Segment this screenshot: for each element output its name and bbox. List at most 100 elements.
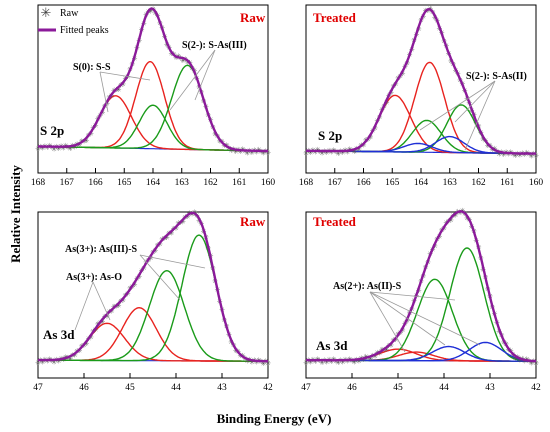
x-tick-label: 46 xyxy=(79,383,89,393)
raw-data-point: ✳ xyxy=(152,247,158,255)
raw-data-point: ✳ xyxy=(485,142,491,150)
raw-data-point: ✳ xyxy=(496,150,502,158)
raw-data-point: ✳ xyxy=(377,350,383,358)
peak-red-0 xyxy=(305,94,537,155)
x-tick-label: 166 xyxy=(356,178,371,188)
legend: ✳ Raw Fitted peaks xyxy=(38,6,109,36)
raw-data-point: ✳ xyxy=(51,145,57,153)
raw-data-point: ✳ xyxy=(173,54,179,62)
raw-data-point: ✳ xyxy=(517,152,523,160)
raw-data-point: ✳ xyxy=(372,353,378,361)
raw-data-point: ✳ xyxy=(356,357,362,365)
fitted-envelope xyxy=(306,210,536,363)
raw-data-point: ✳ xyxy=(517,357,523,365)
raw-data-point: ✳ xyxy=(312,358,318,366)
raw-data-point: ✳ xyxy=(120,297,126,305)
raw-data-point: ✳ xyxy=(400,327,406,335)
raw-data-point: ✳ xyxy=(249,149,255,157)
raw-data-point: ✳ xyxy=(180,57,186,65)
raw-data-point: ✳ xyxy=(254,148,260,156)
x-axis-title: Binding Energy (eV) xyxy=(217,411,332,426)
raw-data-point: ✳ xyxy=(308,149,314,157)
raw-data-point: ✳ xyxy=(185,59,191,67)
panel-s2p-raw: 168 167 166 165 164 163 162 161 160✳✳✳✳✳✳✳✳✳✳✳✳✳… xyxy=(31,4,276,188)
x-tick-label: 162 xyxy=(471,178,486,188)
raw-data-point: ✳ xyxy=(367,355,373,363)
x-tick-label: 160 xyxy=(261,178,276,188)
annotation-as2-s: As(2+): As(II)-S xyxy=(333,281,402,292)
raw-data-point: ✳ xyxy=(384,346,390,354)
raw-data-point: ✳ xyxy=(88,333,94,341)
region-label-s-treated: S 2p xyxy=(318,128,342,143)
x-tick-label: 166 xyxy=(88,178,103,188)
raw-data-point: ✳ xyxy=(480,135,486,143)
raw-data-point: ✳ xyxy=(335,150,341,158)
condition-label-s-treated: Treated xyxy=(313,10,357,25)
x-tick-label: 42 xyxy=(531,383,541,393)
raw-data-point: ✳ xyxy=(260,150,266,158)
raw-data-point: ✳ xyxy=(120,81,126,89)
x-tick-label: 163 xyxy=(175,178,190,188)
x-tick-label: 162 xyxy=(203,178,218,188)
raw-data-point: ✳ xyxy=(60,356,66,364)
raw-data-point: ✳ xyxy=(303,359,309,367)
raw-data-point: ✳ xyxy=(72,352,78,360)
raw-data-point: ✳ xyxy=(56,358,62,366)
raw-data-point: ✳ xyxy=(180,218,186,226)
raw-data-point: ✳ xyxy=(116,302,122,310)
region-label-as-treated: As 3d xyxy=(316,338,348,353)
x-tick-label: 47 xyxy=(301,383,311,393)
raw-data-point: ✳ xyxy=(489,146,495,154)
raw-data-point: ✳ xyxy=(340,358,346,366)
raw-data-point: ✳ xyxy=(148,8,154,16)
raw-data-point: ✳ xyxy=(228,147,234,155)
peak-green-3 xyxy=(38,64,268,152)
raw-data-point: ✳ xyxy=(233,347,239,355)
raw-data-point: ✳ xyxy=(528,152,534,160)
x-tick-label: 164 xyxy=(414,178,429,188)
x-tick-label: 161 xyxy=(500,178,515,188)
x-tick-label: 47 xyxy=(33,383,43,393)
raw-data-point: ✳ xyxy=(104,312,110,320)
raw-data-point: ✳ xyxy=(453,212,459,220)
raw-data-point: ✳ xyxy=(244,358,250,366)
raw-data-point: ✳ xyxy=(244,149,250,157)
raw-data-point: ✳ xyxy=(233,148,239,156)
annotation-leader-lines xyxy=(74,49,496,353)
raw-data-point: ✳ xyxy=(384,99,390,107)
raw-data-point: ✳ xyxy=(340,149,346,157)
region-label-s-raw: S 2p xyxy=(40,123,64,138)
raw-data-point: ✳ xyxy=(361,356,367,364)
raw-data-point: ✳ xyxy=(400,70,406,78)
x-tick-label: 167 xyxy=(60,178,75,188)
legend-fit-label: Fitted peaks xyxy=(60,25,109,36)
x-tick-label: 45 xyxy=(125,383,135,393)
raw-data-point: ✳ xyxy=(265,359,271,367)
fitted-envelope xyxy=(305,7,536,155)
annotation-as3-o: As(3+): As-O xyxy=(66,272,122,283)
raw-data-point: ✳ xyxy=(265,149,271,157)
x-tick-label: 160 xyxy=(529,178,544,188)
legend-raw-marker: ✳ xyxy=(41,6,52,21)
x-tick-label: 168 xyxy=(299,178,314,188)
raw-data-point: ✳ xyxy=(168,50,174,58)
annotation-s2-as3: S(2-): S-As(III) xyxy=(182,40,247,51)
raw-data-point: ✳ xyxy=(99,318,105,326)
raw-data-point: ✳ xyxy=(67,355,73,363)
x-tick-label: 46 xyxy=(347,383,357,393)
raw-data-point: ✳ xyxy=(88,130,94,138)
annotation-s0: S(0): S-S xyxy=(73,62,111,73)
raw-data-point: ✳ xyxy=(237,148,243,156)
raw-data-point: ✳ xyxy=(351,358,357,366)
condition-label-as-raw: Raw xyxy=(240,214,266,229)
plot-frame xyxy=(305,211,537,379)
raw-data-point: ✳ xyxy=(83,340,89,348)
raw-data-point: ✳ xyxy=(164,234,170,242)
raw-data-point: ✳ xyxy=(56,145,62,153)
raw-data-point: ✳ xyxy=(67,145,73,153)
fitted-envelope xyxy=(38,211,269,363)
x-tick-label: 42 xyxy=(263,383,273,393)
fitted-envelope xyxy=(38,7,268,153)
raw-data-point: ✳ xyxy=(249,358,255,366)
raw-data-point: ✳ xyxy=(116,86,122,94)
